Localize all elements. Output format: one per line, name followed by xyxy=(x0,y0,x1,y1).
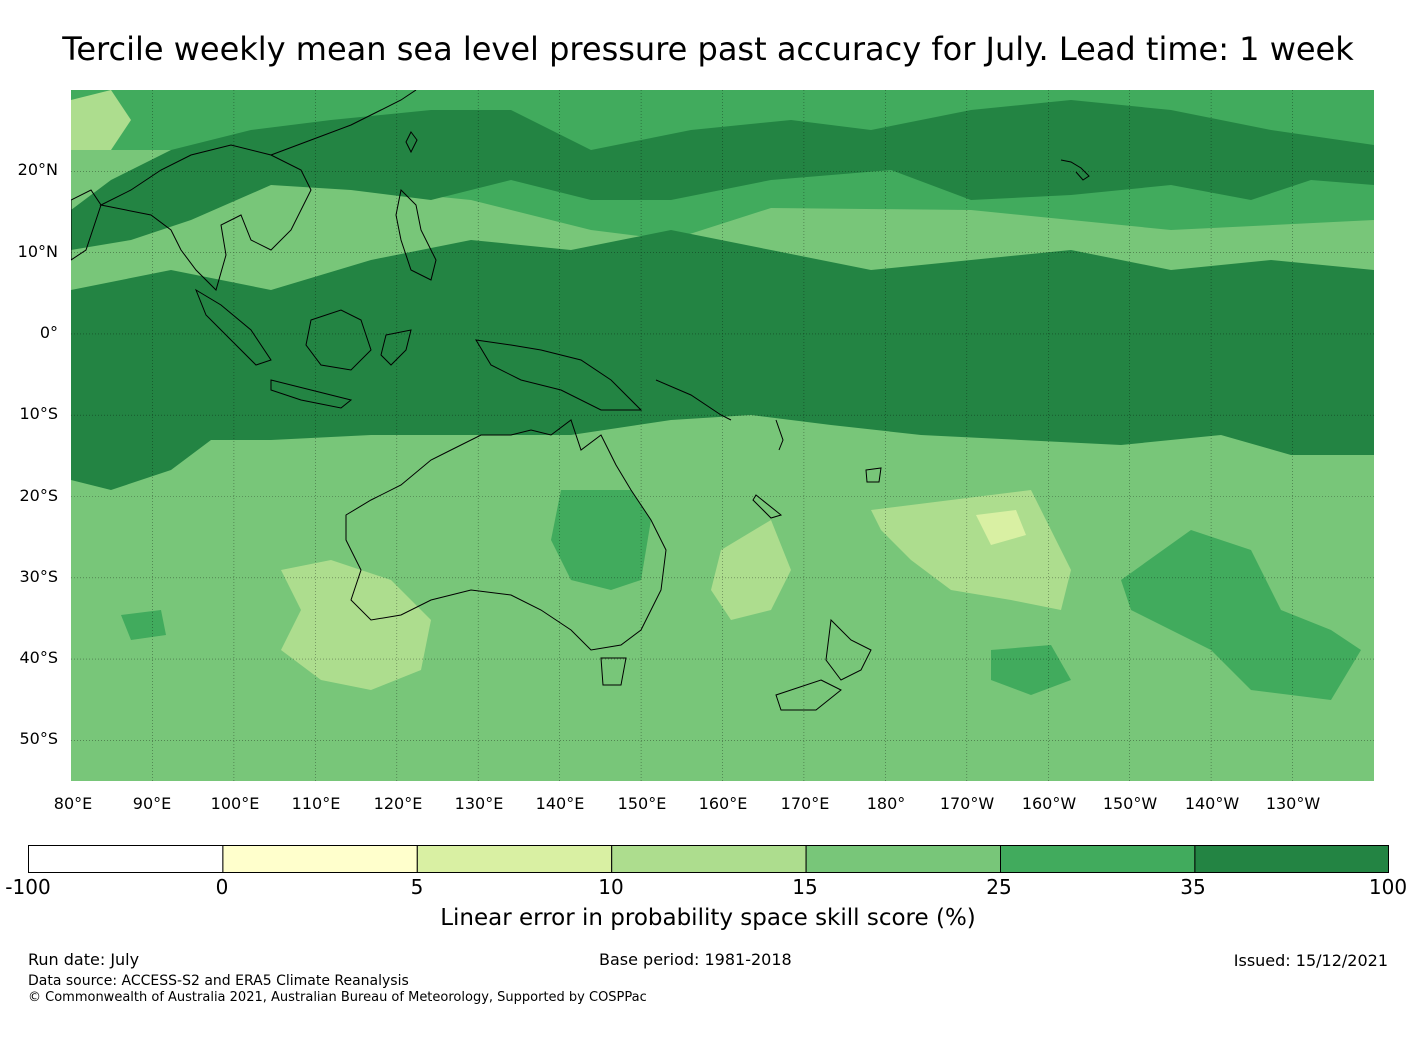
skill-band-tasman-10-15 xyxy=(711,520,791,620)
colorbar-label-35: 35 xyxy=(1180,875,1206,899)
skill-band-central-10-15 xyxy=(871,490,1071,610)
new-caledonia-coastline xyxy=(752,494,783,519)
indochina-coastline xyxy=(99,144,312,291)
colorbar-label-5: 5 xyxy=(410,875,424,899)
lon-label-150e: 150°E xyxy=(617,794,667,813)
lon-label-80e: 80°E xyxy=(53,794,93,813)
colorbar-title: Linear error in probability space skill … xyxy=(440,905,976,931)
colorbar-segment-2 xyxy=(222,845,418,873)
lon-label-90e: 90°E xyxy=(132,794,172,813)
lon-label-170w: 170°W xyxy=(939,794,995,813)
map-title: Tercile weekly mean sea level pressure p… xyxy=(62,30,1354,68)
vanuatu-coastline xyxy=(775,419,784,451)
lat-label-20s: 20°S xyxy=(19,486,58,505)
skill-score-map xyxy=(71,90,1374,781)
borneo-coastline xyxy=(305,309,372,371)
colorbar-label-minus100: -100 xyxy=(5,875,51,899)
new-zealand-south-coastline xyxy=(775,679,842,711)
coastlines xyxy=(71,90,1090,711)
new-guinea-coastline xyxy=(475,339,643,411)
skill-band-west-pacific-10-15 xyxy=(71,90,131,150)
gridlines xyxy=(71,90,1374,781)
colorbar-label-15: 15 xyxy=(792,875,818,899)
skill-band-australia-25-35 xyxy=(551,490,651,590)
india-coastline xyxy=(71,189,102,261)
lat-label-10s: 10°S xyxy=(19,404,58,423)
colorbar-segment-5 xyxy=(805,845,1001,873)
colorbar-label-0: 0 xyxy=(215,875,229,899)
china-coastline xyxy=(270,90,417,156)
colorbar xyxy=(28,845,1389,873)
hawaii-coastline xyxy=(1060,159,1090,181)
colorbar-label-25: 25 xyxy=(986,875,1012,899)
skill-band-south-25-35 xyxy=(991,645,1071,695)
taiwan-coastline xyxy=(405,131,418,154)
philippines-coastline xyxy=(395,188,437,281)
new-zealand-north-coastline xyxy=(825,618,872,681)
lon-label-150w: 150°W xyxy=(1102,794,1158,813)
lon-label-160e: 160°E xyxy=(698,794,748,813)
skill-band-west-10-15 xyxy=(281,560,431,690)
lat-label-0: 0° xyxy=(39,323,58,342)
colorbar-label-10: 10 xyxy=(598,875,624,899)
colorbar-segment-6 xyxy=(1000,845,1196,873)
lon-label-140w: 140°W xyxy=(1184,794,1240,813)
lat-label-20n: 20°N xyxy=(17,160,58,179)
colorbar-label-100: 100 xyxy=(1368,875,1408,899)
skill-band-southwest-25-35 xyxy=(121,610,166,640)
lon-label-120e: 120°E xyxy=(373,794,423,813)
lat-label-10n: 10°N xyxy=(17,242,58,261)
lon-label-100e: 100°E xyxy=(210,794,260,813)
lon-label-160w: 160°W xyxy=(1021,794,1077,813)
lon-label-170e: 170°E xyxy=(780,794,830,813)
skill-band-southeast-25-35 xyxy=(1121,530,1361,700)
colorbar-segment-3 xyxy=(416,845,613,873)
data-source: Data source: ACCESS-S2 and ERA5 Climate … xyxy=(28,973,409,989)
copyright: © Commonwealth of Australia 2021, Austra… xyxy=(28,990,647,1005)
lon-label-130e: 130°E xyxy=(454,794,504,813)
solomon-islands-coastline xyxy=(655,379,732,421)
fiji-coastline xyxy=(865,467,882,483)
lon-label-180: 180° xyxy=(866,794,906,813)
base-period: Base period: 1981-2018 xyxy=(599,950,792,969)
sumatra-coastline xyxy=(194,288,272,366)
lat-label-30s: 30°S xyxy=(19,567,58,586)
run-date: Run date: July xyxy=(28,950,140,969)
colorbar-segment-4 xyxy=(611,845,807,873)
lon-label-130w: 130°W xyxy=(1265,794,1321,813)
java-coastline xyxy=(270,379,353,409)
issued-date: Issued: 15/12/2021 xyxy=(1233,951,1388,970)
lat-label-40s: 40°S xyxy=(19,648,58,667)
colorbar-segment-7 xyxy=(1194,845,1389,873)
lon-label-140e: 140°E xyxy=(535,794,585,813)
tasmania-coastline xyxy=(600,657,627,686)
colorbar-segment-1 xyxy=(28,845,224,873)
lon-label-110e: 110°E xyxy=(291,794,341,813)
australia-coastline xyxy=(345,419,667,651)
skill-band-north-35-100 xyxy=(71,100,1374,250)
lat-label-50s: 50°S xyxy=(19,729,58,748)
sulawesi-coastline xyxy=(380,329,412,366)
skill-band-central-5-10 xyxy=(976,510,1026,545)
